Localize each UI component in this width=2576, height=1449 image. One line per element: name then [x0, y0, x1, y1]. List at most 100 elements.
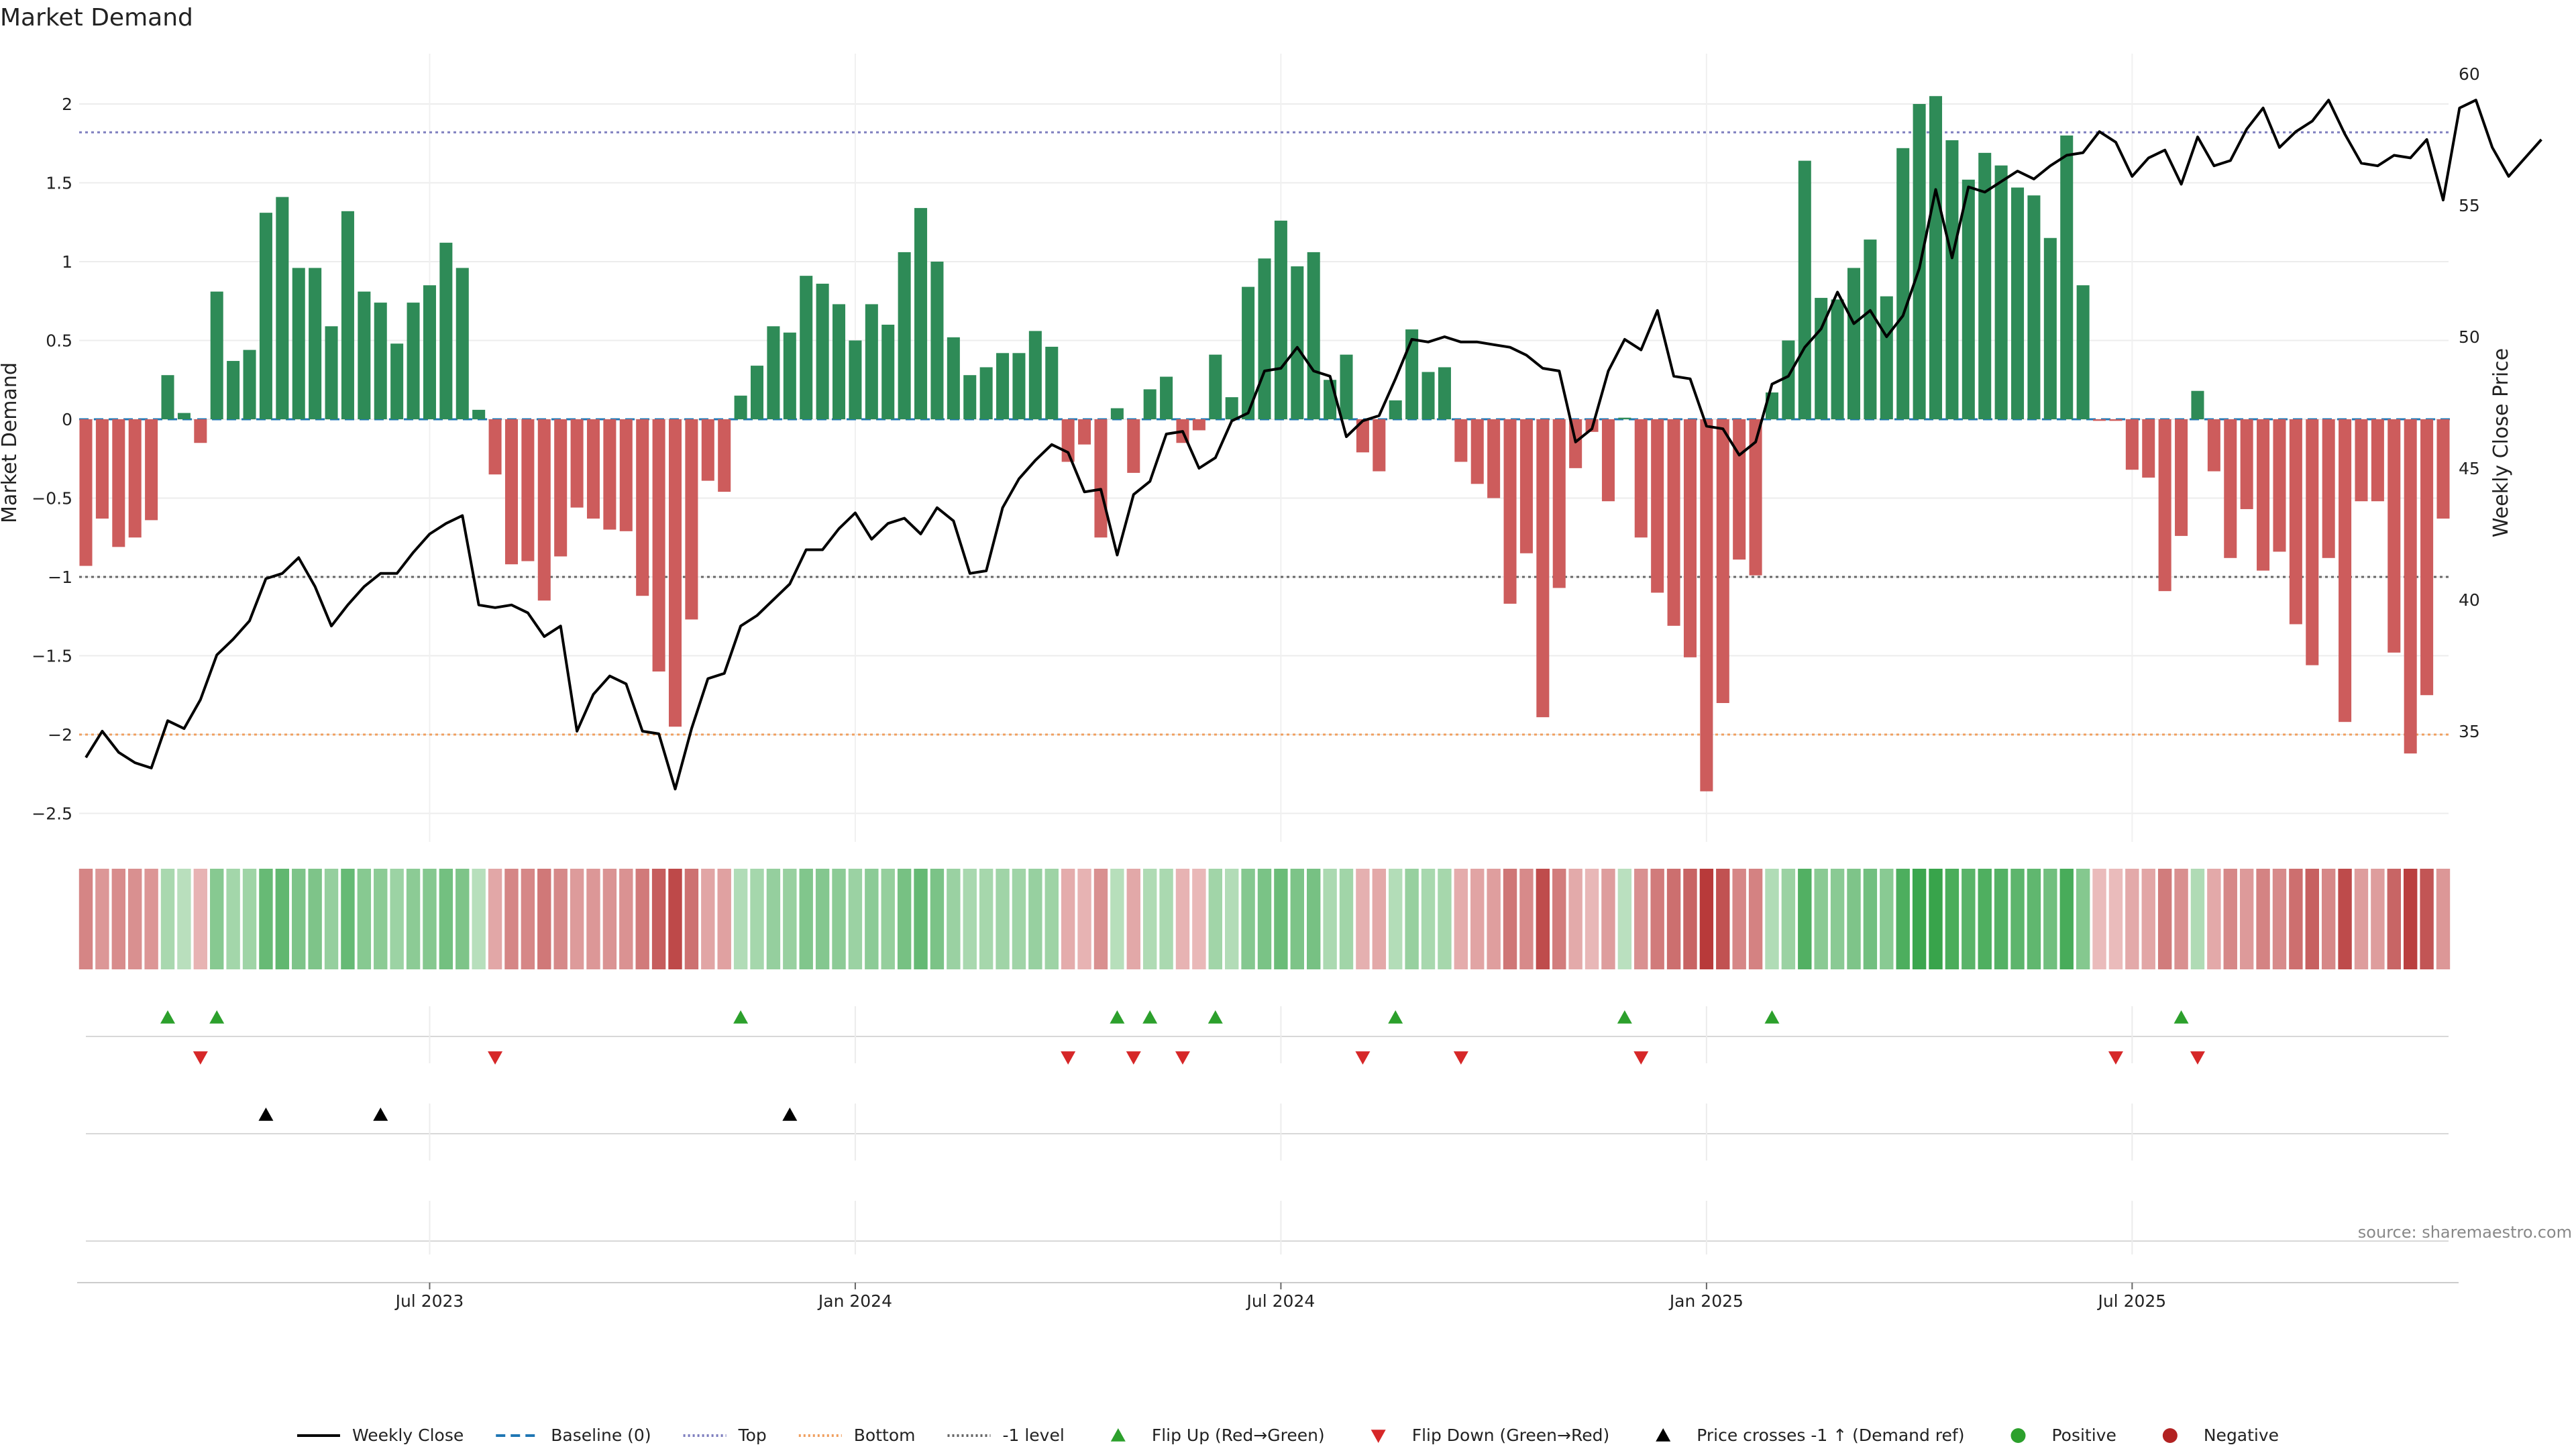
heat-cell	[2223, 869, 2237, 969]
heat-cell	[1814, 869, 1828, 969]
flip-down-marker	[1061, 1051, 1076, 1065]
demand-bar	[1618, 417, 1631, 419]
demand-bar	[2060, 136, 2074, 419]
legend-triangle-swatch	[1656, 1428, 1671, 1442]
heat-cell	[2092, 869, 2106, 969]
demand-bar	[1356, 419, 1369, 453]
demand-bar	[1110, 408, 1124, 419]
flip-up-marker	[733, 1010, 749, 1024]
heat-cell	[1192, 869, 1206, 969]
demand-bar	[881, 325, 895, 419]
demand-bar	[652, 419, 665, 672]
demand-bar	[1307, 252, 1320, 419]
heat-cell	[1339, 869, 1354, 969]
y2-tick-label: 35	[2459, 722, 2480, 741]
heat-cell	[799, 869, 813, 969]
demand-bar	[1978, 152, 1992, 419]
heat-cell	[2420, 869, 2434, 969]
demand-bar	[963, 375, 977, 419]
heat-cell	[78, 869, 93, 969]
flip-down-marker	[1355, 1051, 1371, 1065]
heat-cell	[914, 869, 928, 969]
demand-bar	[1798, 160, 1811, 419]
demand-bars	[79, 96, 2450, 792]
heat-cell	[95, 869, 109, 969]
demand-bar	[1962, 179, 1975, 419]
chart-title: Market Demand	[0, 4, 193, 32]
heat-cell	[177, 869, 191, 969]
demand-bar	[325, 326, 338, 419]
demand-bar	[292, 268, 305, 419]
demand-bar	[407, 303, 420, 419]
heat-cell	[1962, 869, 1976, 969]
heat-cell	[635, 869, 649, 969]
heat-cell	[717, 869, 731, 969]
demand-bar	[2093, 419, 2106, 421]
demand-bar	[455, 268, 469, 419]
heat-cell	[1830, 869, 1845, 969]
heat-cell	[586, 869, 600, 969]
x-tick-label: Jul 2023	[394, 1291, 464, 1311]
heat-cell	[1666, 869, 1681, 969]
demand-bar	[833, 304, 846, 419]
demand-bar	[570, 419, 584, 508]
heat-cell	[947, 869, 961, 969]
heat-cell	[242, 869, 257, 969]
demand-bar	[1094, 419, 1108, 538]
demand-bar	[2224, 419, 2237, 558]
demand-bar	[2125, 419, 2139, 470]
heat-cell	[733, 869, 748, 969]
demand-bar	[734, 395, 747, 419]
heat-cell	[144, 869, 158, 969]
heat-cell	[1847, 869, 1861, 969]
heat-cell	[1683, 869, 1697, 969]
flip-up-marker	[1764, 1010, 1780, 1024]
heat-cell	[1863, 869, 1878, 969]
demand-bar	[849, 340, 862, 419]
demand-bar	[2207, 419, 2220, 472]
legend-triangle-swatch	[1110, 1428, 1126, 1442]
heat-cell	[128, 869, 142, 969]
heat-cell	[1716, 869, 1730, 969]
heat-cell	[1421, 869, 1436, 969]
heat-cell	[275, 869, 290, 969]
y-tick-label: 0	[62, 410, 72, 429]
demand-bar	[2109, 419, 2123, 421]
y2-tick-label: 55	[2459, 196, 2480, 215]
heat-cell	[1044, 869, 1059, 969]
legend-triangle-swatch	[1371, 1430, 1386, 1443]
demand-bar	[718, 419, 731, 492]
x-tick-label: Jan 2024	[817, 1291, 892, 1311]
marker-panels	[77, 1006, 2459, 1283]
y-tick-label: 1.5	[46, 174, 72, 193]
legend-label: Price crosses -1 ↑ (Demand ref)	[1697, 1426, 1964, 1445]
heat-cell	[619, 869, 633, 969]
heat-cell	[1159, 869, 1173, 969]
grid-lines	[79, 54, 2449, 842]
demand-bar	[309, 268, 322, 419]
demand-bar	[947, 337, 960, 419]
heat-cell	[1601, 869, 1615, 969]
weekly-close-series	[85, 99, 2542, 791]
demand-bar	[586, 419, 600, 519]
flip-down-marker	[1633, 1051, 1649, 1065]
heat-cell	[668, 869, 682, 969]
demand-bar	[358, 291, 371, 419]
heat-cell	[1896, 869, 1910, 969]
heat-cell	[1487, 869, 1501, 969]
heat-cell	[1880, 869, 1894, 969]
demand-bar	[276, 197, 289, 419]
demand-bar	[1028, 331, 1042, 419]
demand-bar	[1503, 419, 1517, 604]
demand-bar	[1454, 419, 1468, 462]
demand-bar	[783, 332, 796, 419]
y-tick-label: 1	[62, 252, 72, 272]
flip-up-marker	[2174, 1010, 2189, 1024]
heat-cell	[1274, 869, 1288, 969]
demand-bar	[603, 419, 616, 530]
y-tick-label: 0.5	[46, 331, 72, 351]
heat-cell	[684, 869, 699, 969]
demand-bar	[1815, 298, 1828, 419]
heat-cell	[2174, 869, 2188, 969]
demand-bar	[1929, 96, 1943, 419]
